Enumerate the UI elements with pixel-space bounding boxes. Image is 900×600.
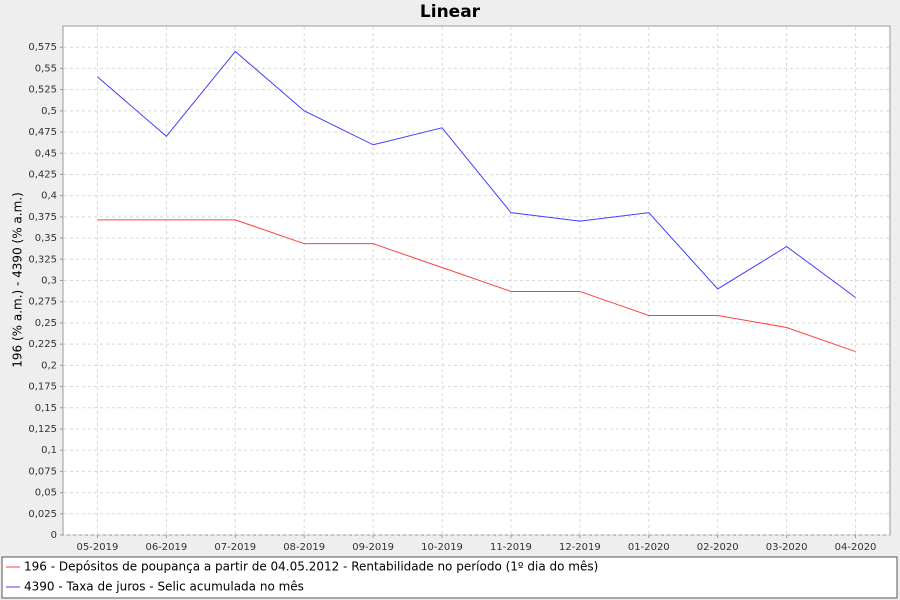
y-tick-label: 0,1 xyxy=(41,445,57,456)
y-tick-label: 0,35 xyxy=(35,233,57,244)
series-line xyxy=(97,50,856,298)
plot-area xyxy=(62,25,891,536)
y-tick-label: 0,075 xyxy=(28,466,57,477)
y-tick-label: 0,275 xyxy=(28,297,57,308)
x-tick-label: 06-2019 xyxy=(145,542,187,553)
y-tick-label: 0,025 xyxy=(28,509,57,520)
x-tick-label: 04-2020 xyxy=(835,542,877,553)
y-tick-label: 0,175 xyxy=(28,382,57,393)
y-tick-label: 0,55 xyxy=(35,63,57,74)
x-tick-label: 10-2019 xyxy=(421,542,463,553)
y-tick-label: 0,325 xyxy=(28,254,57,265)
x-tick-label: 07-2019 xyxy=(214,542,256,553)
y-tick-label: 0,45 xyxy=(35,148,57,159)
y-tick-label: 0 xyxy=(51,530,57,541)
y-tick-label: 0,2 xyxy=(41,360,57,371)
x-tick-label: 01-2020 xyxy=(628,542,670,553)
x-tick-label: 08-2019 xyxy=(283,542,325,553)
y-tick-label: 0,225 xyxy=(28,339,57,350)
x-tick-label: 03-2020 xyxy=(766,542,808,553)
x-tick-label: 02-2020 xyxy=(697,542,739,553)
y-tick-label: 0,4 xyxy=(41,191,57,202)
legend xyxy=(1,556,898,599)
legend-label: 196 - Depósitos de poupança a partir de … xyxy=(24,560,598,574)
y-tick-label: 0,575 xyxy=(28,42,57,53)
y-tick-label: 0,25 xyxy=(35,318,57,329)
y-tick-label: 0,375 xyxy=(28,212,57,223)
y-tick-label: 0,525 xyxy=(28,85,57,96)
y-tick-label: 0,05 xyxy=(35,488,57,499)
x-tick-label: 09-2019 xyxy=(352,542,394,553)
x-tick-label: 11-2019 xyxy=(490,542,532,553)
x-tick-label: 12-2019 xyxy=(559,542,601,553)
y-axis-title: 196 (% a.m.) - 4390 (% a.m.) xyxy=(11,192,25,368)
x-tick-label: 05-2019 xyxy=(77,542,119,553)
chart-title: Linear xyxy=(420,2,481,22)
legend-label: 4390 - Taxa de juros - Selic acumulada n… xyxy=(24,580,304,594)
y-tick-label: 0,425 xyxy=(28,169,57,180)
y-tick-label: 0,125 xyxy=(28,424,57,435)
y-tick-label: 0,3 xyxy=(41,276,57,287)
series-line xyxy=(97,219,856,353)
y-tick-label: 0,475 xyxy=(28,127,57,138)
y-tick-label: 0,5 xyxy=(41,106,57,117)
y-tick-label: 0,15 xyxy=(35,403,57,414)
